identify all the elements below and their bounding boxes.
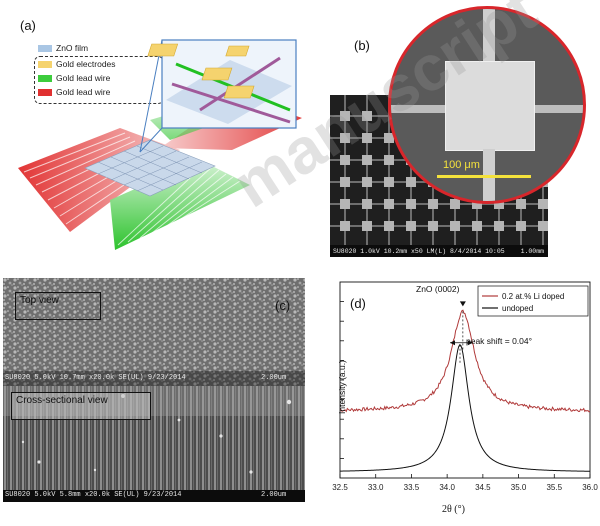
x-tick-label: 34.5 [475,483,491,492]
x-tick-label: 34.0 [439,483,455,492]
legend-item-green-wire: Gold lead wire [38,73,110,83]
zoom-inset [147,39,297,129]
legend-swatch [38,88,52,96]
panel-d: 32.5 33.0 33.5 34.0 34.5 35.0 35.5 36.0 0.2 at.… [318,272,598,522]
magnified-lead-top [483,9,495,61]
panel-a-label: (a) [20,18,36,33]
top-view-label: Top view [20,295,59,306]
scale-bar [437,175,531,178]
x-tick-label: 36.0 [582,483,598,492]
peak-shift-arrowhead-left [450,340,455,346]
sem-b-scale: 1.00mm [520,248,544,255]
panel-c-label: (c) [275,298,291,313]
series-line-li-doped [339,309,591,413]
panel-b-label: (b) [354,38,370,53]
chart-legend: 0.2 at.% Li doped undoped [477,285,589,317]
scale-bar-label: 100 μm [443,159,480,171]
x-tick-label: 35.5 [546,483,562,492]
peak-label: ZnO (0002) [416,284,460,294]
x-tick-label: 33.5 [404,483,420,492]
y-axis-ticks [340,301,344,459]
peak-shift-arrowhead-right [467,340,473,346]
legend-item-electrodes: Gold electrodes [38,59,116,69]
electrode-grid [84,139,216,197]
green-lead-wires-bottom [110,160,250,250]
legend-text: Gold lead wire [56,73,111,83]
cross-section-box: Cross-sectional view [11,392,151,420]
legend-frame [477,285,589,317]
y-axis-label: Intensity (a.u.) [337,360,347,414]
x-tick-label: 33.0 [368,483,384,492]
sem-b-footer: SU8020 1.0kV 10.2mm x50 LM(L) 8/4/2014 1… [333,248,505,255]
legend-text: Gold lead wire [56,87,111,97]
top-view-scale: 2.00um [261,374,287,382]
magnified-electrode-pad [445,61,535,151]
panel-d-label: (d) [350,296,366,311]
legend-swatch [38,60,52,68]
peak-marker-arrow [459,301,466,307]
legend-item-zno: ZnO film [38,43,88,53]
legend-item-red-wire: Gold lead wire [38,87,110,97]
cross-section-image [3,386,305,502]
zoom-lines [139,39,163,153]
top-view-image [3,278,305,386]
magnified-electrode-circle: 100 μm [388,6,586,204]
top-view-box: Top view [15,292,101,320]
x-tick-label: 35.0 [511,483,527,492]
legend-text: Gold electrodes [56,59,116,69]
cross-section-label: Cross-sectional view [16,395,108,406]
panel-c-sem: Top view (c) SU8020 5.0kV 10.7mm x20.0k … [3,278,305,502]
x-tick-label: 32.5 [332,483,348,492]
x-axis-label: 2θ (°) [442,504,465,515]
peak-shift-annotation: peak shift = 0.04° [466,336,533,346]
legend-swatch [38,74,52,82]
legend-text: ZnO film [56,43,89,53]
top-view-footer: SU8020 5.0kV 10.7mm x20.0k SE(UL) 9/23/2… [5,374,186,382]
device-schematic [18,39,302,250]
xrd-chart: 32.5 33.0 33.5 34.0 34.5 35.0 35.5 36.0 0.2 at.… [332,281,598,492]
legend-swatch [38,44,52,52]
series-layer [339,309,591,472]
x-axis-ticks: 32.5 33.0 33.5 34.0 34.5 35.0 35.5 36.0 [332,474,598,492]
legend-label: 0.2 at.% Li doped [502,292,564,301]
legend-label: undoped [502,304,533,313]
chart-annotations [450,301,473,365]
cross-section-scale: 2.00um [261,491,287,499]
series-line-undoped [339,344,591,472]
cross-section-footer: SU8020 5.0kV 5.8mm x20.0k SE(UL) 9/23/20… [5,491,182,499]
